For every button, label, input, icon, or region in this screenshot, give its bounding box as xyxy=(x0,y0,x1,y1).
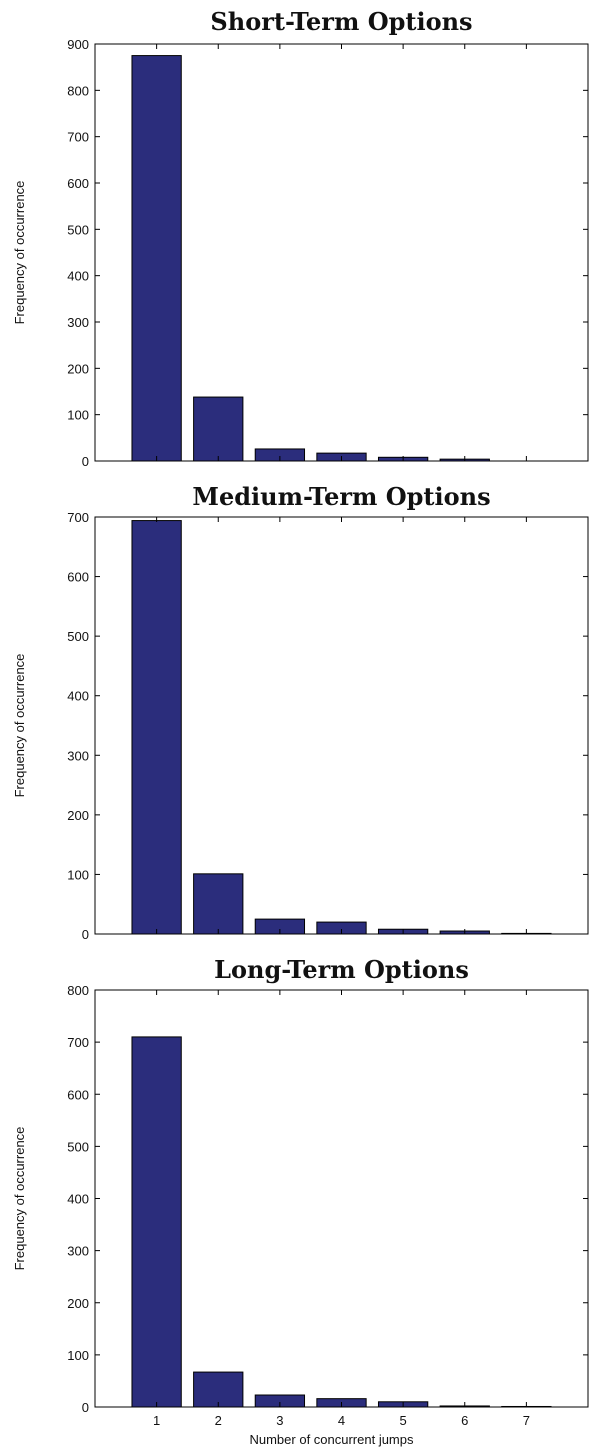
y-tick-label: 100 xyxy=(67,867,89,882)
x-tick-label: 6 xyxy=(461,1413,468,1428)
y-tick-label: 900 xyxy=(67,37,89,52)
chart-panel-2: Medium-Term Options 0 100 200 300 400 500 600 70… xyxy=(12,482,589,942)
y-tick-label: 600 xyxy=(67,1087,89,1102)
x-tick-label: 4 xyxy=(338,1413,345,1428)
bar-2 xyxy=(193,873,244,935)
y-tick-label: 200 xyxy=(67,361,89,376)
y-tick-label: 0 xyxy=(82,1400,89,1415)
y-tick-label: 700 xyxy=(67,1035,89,1050)
y-tick-label: 0 xyxy=(82,454,89,469)
y-tick-label: 200 xyxy=(67,1296,89,1311)
y-tick-label: 0 xyxy=(82,927,89,942)
x-axis-label: Number of concurrent jumps xyxy=(249,1432,414,1447)
y-tick-label: 100 xyxy=(67,408,89,423)
plot-frame xyxy=(94,516,589,935)
chart-panel-3: Long-Term Options 0 100 200 300 400 500 600 700 8… xyxy=(12,955,589,1447)
y-tick-label: 400 xyxy=(67,269,89,284)
y-axis-label: Frequency of occurrence xyxy=(12,181,27,325)
y-tick-label: 300 xyxy=(67,748,89,763)
bar-1 xyxy=(131,520,182,935)
y-tick-label: 300 xyxy=(67,1244,89,1259)
x-tick-label: 3 xyxy=(276,1413,283,1428)
y-axis-label: Frequency of occurrence xyxy=(12,654,27,798)
chart-title: Medium-Term Options xyxy=(192,482,490,511)
y-tick-label: 300 xyxy=(67,315,89,330)
y-tick-label: 400 xyxy=(67,689,89,704)
x-tick-label: 2 xyxy=(215,1413,222,1428)
x-tick-label: 1 xyxy=(153,1413,160,1428)
x-tick-label: 7 xyxy=(523,1413,530,1428)
bar-1 xyxy=(131,55,182,462)
y-tick-label: 500 xyxy=(67,222,89,237)
chart-title: Long-Term Options xyxy=(214,955,469,984)
chart-title: Short-Term Options xyxy=(210,7,472,36)
y-tick-label: 800 xyxy=(67,983,89,998)
bar-2 xyxy=(193,1371,244,1408)
y-tick-label: 800 xyxy=(67,83,89,98)
bar-2 xyxy=(193,396,244,462)
y-tick-label: 500 xyxy=(67,629,89,644)
y-tick-label: 700 xyxy=(67,130,89,145)
chart-panel-1: Short-Term Options 0 100 200 300 400 500 600 700… xyxy=(12,7,589,469)
bar-1 xyxy=(131,1036,182,1408)
y-tick-label: 200 xyxy=(67,808,89,823)
y-axis-label: Frequency of occurrence xyxy=(12,1127,27,1271)
y-tick-label: 700 xyxy=(67,510,89,525)
y-tick-label: 600 xyxy=(67,176,89,191)
y-tick-label: 100 xyxy=(67,1348,89,1363)
plot-frame xyxy=(94,43,589,462)
y-tick-label: 500 xyxy=(67,1139,89,1154)
plot-frame xyxy=(94,989,589,1408)
y-tick-label: 600 xyxy=(67,570,89,585)
x-tick-label: 5 xyxy=(400,1413,407,1428)
y-tick-label: 400 xyxy=(67,1192,89,1207)
